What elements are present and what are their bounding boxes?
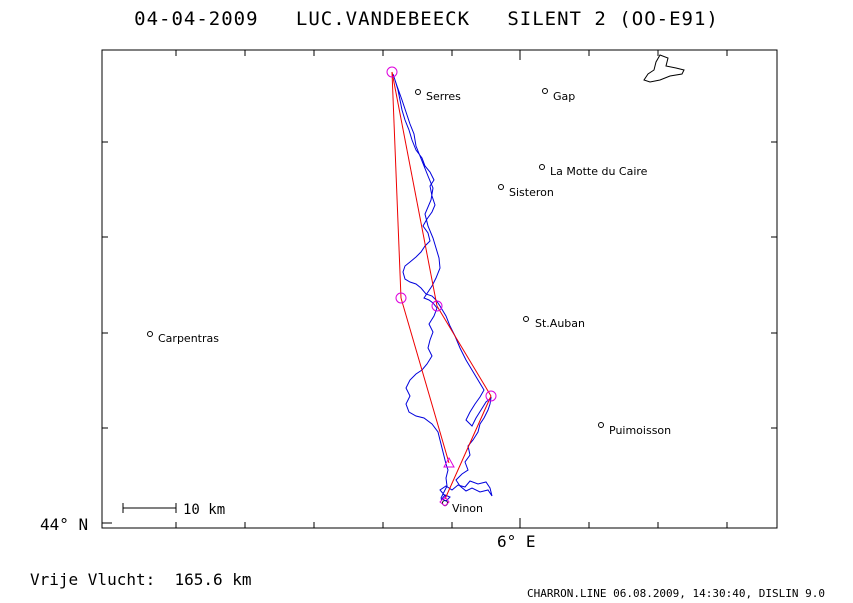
glider-name: SILENT 2 (OO-E91) <box>507 8 719 30</box>
lake-outline <box>643 54 685 83</box>
latitude-label: 44° N <box>40 515 89 534</box>
place-marker-carpentras <box>147 331 153 337</box>
turnpoints <box>386 66 497 507</box>
footer-info: CHARRON.LINE 06.08.2009, 14:30:40, DISLI… <box>526 587 825 600</box>
axis-ticks <box>102 50 777 528</box>
map-title: 04-04-2009 LUC.VANDEBEECK SILENT 2 (OO-E… <box>0 8 853 30</box>
place-marker-puimoisson <box>598 422 604 428</box>
turnpoint-center <box>431 300 443 312</box>
distance-label: Vrije Vlucht: <box>30 570 156 589</box>
place-marker-la-motte-du-caire <box>539 164 545 170</box>
place-marker-gap <box>542 88 548 94</box>
flight-date: 04-04-2009 <box>134 8 259 30</box>
place-marker-sisteron <box>498 184 504 190</box>
place-label-puimoisson: Puimoisson <box>609 424 671 437</box>
map-frame <box>101 49 778 529</box>
place-label-la-motte-du-caire: La Motte du Caire <box>550 165 648 178</box>
scale-bar-label: 10 km <box>183 502 225 518</box>
place-label-gap: Gap <box>553 90 575 103</box>
pilot-name: LUC.VANDEBEECK <box>295 8 471 30</box>
task-lines <box>391 71 492 500</box>
distance-value: 165.6 km <box>174 570 252 589</box>
turnpoint-west <box>395 292 407 304</box>
turnpoint-east <box>485 390 497 402</box>
turnpoint-north <box>386 66 398 78</box>
place-marker-serres <box>415 89 421 95</box>
place-marker-st-auban <box>523 316 529 322</box>
place-label-st-auban: St.Auban <box>535 317 585 330</box>
distance-readout: Vrije Vlucht: 165.6 km <box>30 570 252 589</box>
place-label-vinon: Vinon <box>452 502 483 515</box>
gps-track <box>392 73 493 502</box>
place-label-carpentras: Carpentras <box>158 332 219 345</box>
start-marker <box>439 496 450 507</box>
finish-triangle <box>443 456 455 468</box>
place-markers: Serres Gap La Motte du Caire Sisteron St… <box>147 88 671 515</box>
place-label-sisteron: Sisteron <box>509 186 554 199</box>
scale-bar: 10 km <box>122 502 225 518</box>
longitude-label: 6° E <box>497 532 536 551</box>
place-label-serres: Serres <box>426 90 461 103</box>
